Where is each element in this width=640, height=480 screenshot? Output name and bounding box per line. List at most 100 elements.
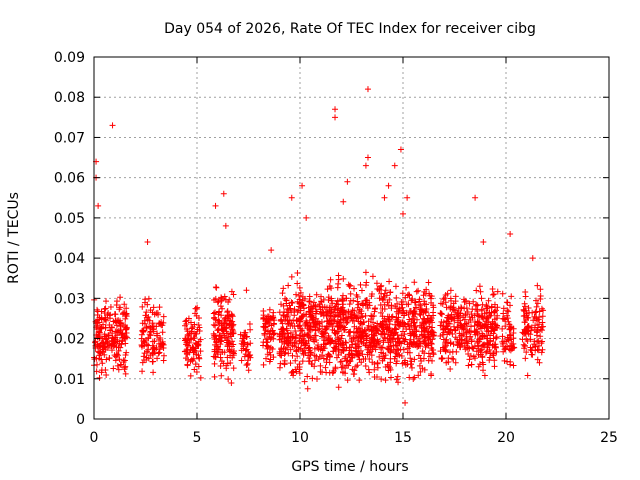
data-point <box>102 305 109 312</box>
data-point <box>160 313 167 320</box>
data-point <box>493 348 500 355</box>
data-point <box>378 376 385 383</box>
data-point <box>469 344 476 351</box>
data-point <box>403 284 410 291</box>
data-point <box>297 289 304 296</box>
data-point <box>294 280 301 287</box>
data-point <box>343 295 350 302</box>
data-point <box>190 355 197 362</box>
data-point <box>401 331 408 338</box>
data-point <box>332 365 339 372</box>
data-point <box>323 324 330 331</box>
data-point <box>340 311 347 318</box>
data-point <box>280 302 287 309</box>
data-point <box>319 309 326 316</box>
data-point <box>388 302 395 309</box>
data-point <box>481 323 488 330</box>
data-point <box>278 336 285 343</box>
data-point <box>409 315 416 322</box>
data-point <box>328 285 335 292</box>
data-point <box>399 319 406 326</box>
data-point <box>461 298 468 305</box>
data-point <box>479 333 486 340</box>
data-point <box>240 345 247 352</box>
data-point <box>109 122 116 129</box>
data-point <box>466 300 473 307</box>
data-point <box>110 365 117 372</box>
data-point <box>420 338 427 345</box>
data-point <box>519 336 526 343</box>
data-point <box>332 106 339 113</box>
data-point <box>354 312 361 319</box>
data-point <box>531 338 538 345</box>
data-point <box>508 293 515 300</box>
data-point <box>311 345 318 352</box>
data-point <box>411 299 418 306</box>
data-point <box>400 323 407 330</box>
data-point <box>505 318 512 325</box>
y-tick-label: 0.01 <box>54 372 85 388</box>
data-point <box>321 303 328 310</box>
data-point <box>102 335 109 342</box>
data-point <box>499 333 506 340</box>
data-point <box>474 312 481 319</box>
data-point <box>471 322 478 329</box>
data-point <box>313 315 320 322</box>
data-point <box>212 322 219 329</box>
data-point <box>403 309 410 316</box>
y-tick-label: 0.09 <box>54 50 85 66</box>
data-point <box>335 328 342 335</box>
data-point <box>297 316 304 323</box>
data-point <box>349 354 356 361</box>
data-point <box>482 349 489 356</box>
data-point <box>539 323 546 330</box>
data-point <box>288 299 295 306</box>
data-point <box>347 358 354 365</box>
data-point <box>185 356 192 363</box>
data-point <box>337 309 344 316</box>
data-point <box>193 351 200 358</box>
data-point <box>147 307 154 314</box>
data-point <box>373 280 380 287</box>
data-point <box>332 311 339 318</box>
data-point <box>362 282 369 289</box>
data-point <box>377 309 384 316</box>
data-point <box>305 345 312 352</box>
data-point <box>392 303 399 310</box>
data-point <box>213 284 220 291</box>
data-point <box>215 343 222 350</box>
data-point <box>295 346 302 353</box>
data-point <box>190 344 197 351</box>
data-point <box>534 317 541 324</box>
data-point <box>214 299 221 306</box>
data-point <box>271 330 278 337</box>
data-point <box>285 320 292 327</box>
data-point <box>230 365 237 372</box>
data-point <box>502 323 509 330</box>
data-point <box>400 346 407 353</box>
data-point <box>398 301 405 308</box>
data-point <box>314 376 321 383</box>
data-point <box>227 359 234 366</box>
data-point <box>447 340 454 347</box>
data-point <box>538 349 545 356</box>
data-point <box>481 372 488 379</box>
data-point <box>187 372 194 379</box>
data-point <box>430 329 437 336</box>
data-point <box>224 354 231 361</box>
data-point <box>335 351 342 358</box>
data-point <box>327 276 334 283</box>
data-point <box>343 319 350 326</box>
data-point <box>416 362 423 369</box>
data-point <box>393 350 400 357</box>
data-point <box>506 321 513 328</box>
data-point <box>529 255 536 262</box>
data-point <box>418 358 425 365</box>
data-point <box>94 317 101 324</box>
data-point <box>473 326 480 333</box>
data-point <box>357 314 364 321</box>
data-point <box>392 342 399 349</box>
data-point <box>500 310 507 317</box>
data-point <box>98 325 105 332</box>
